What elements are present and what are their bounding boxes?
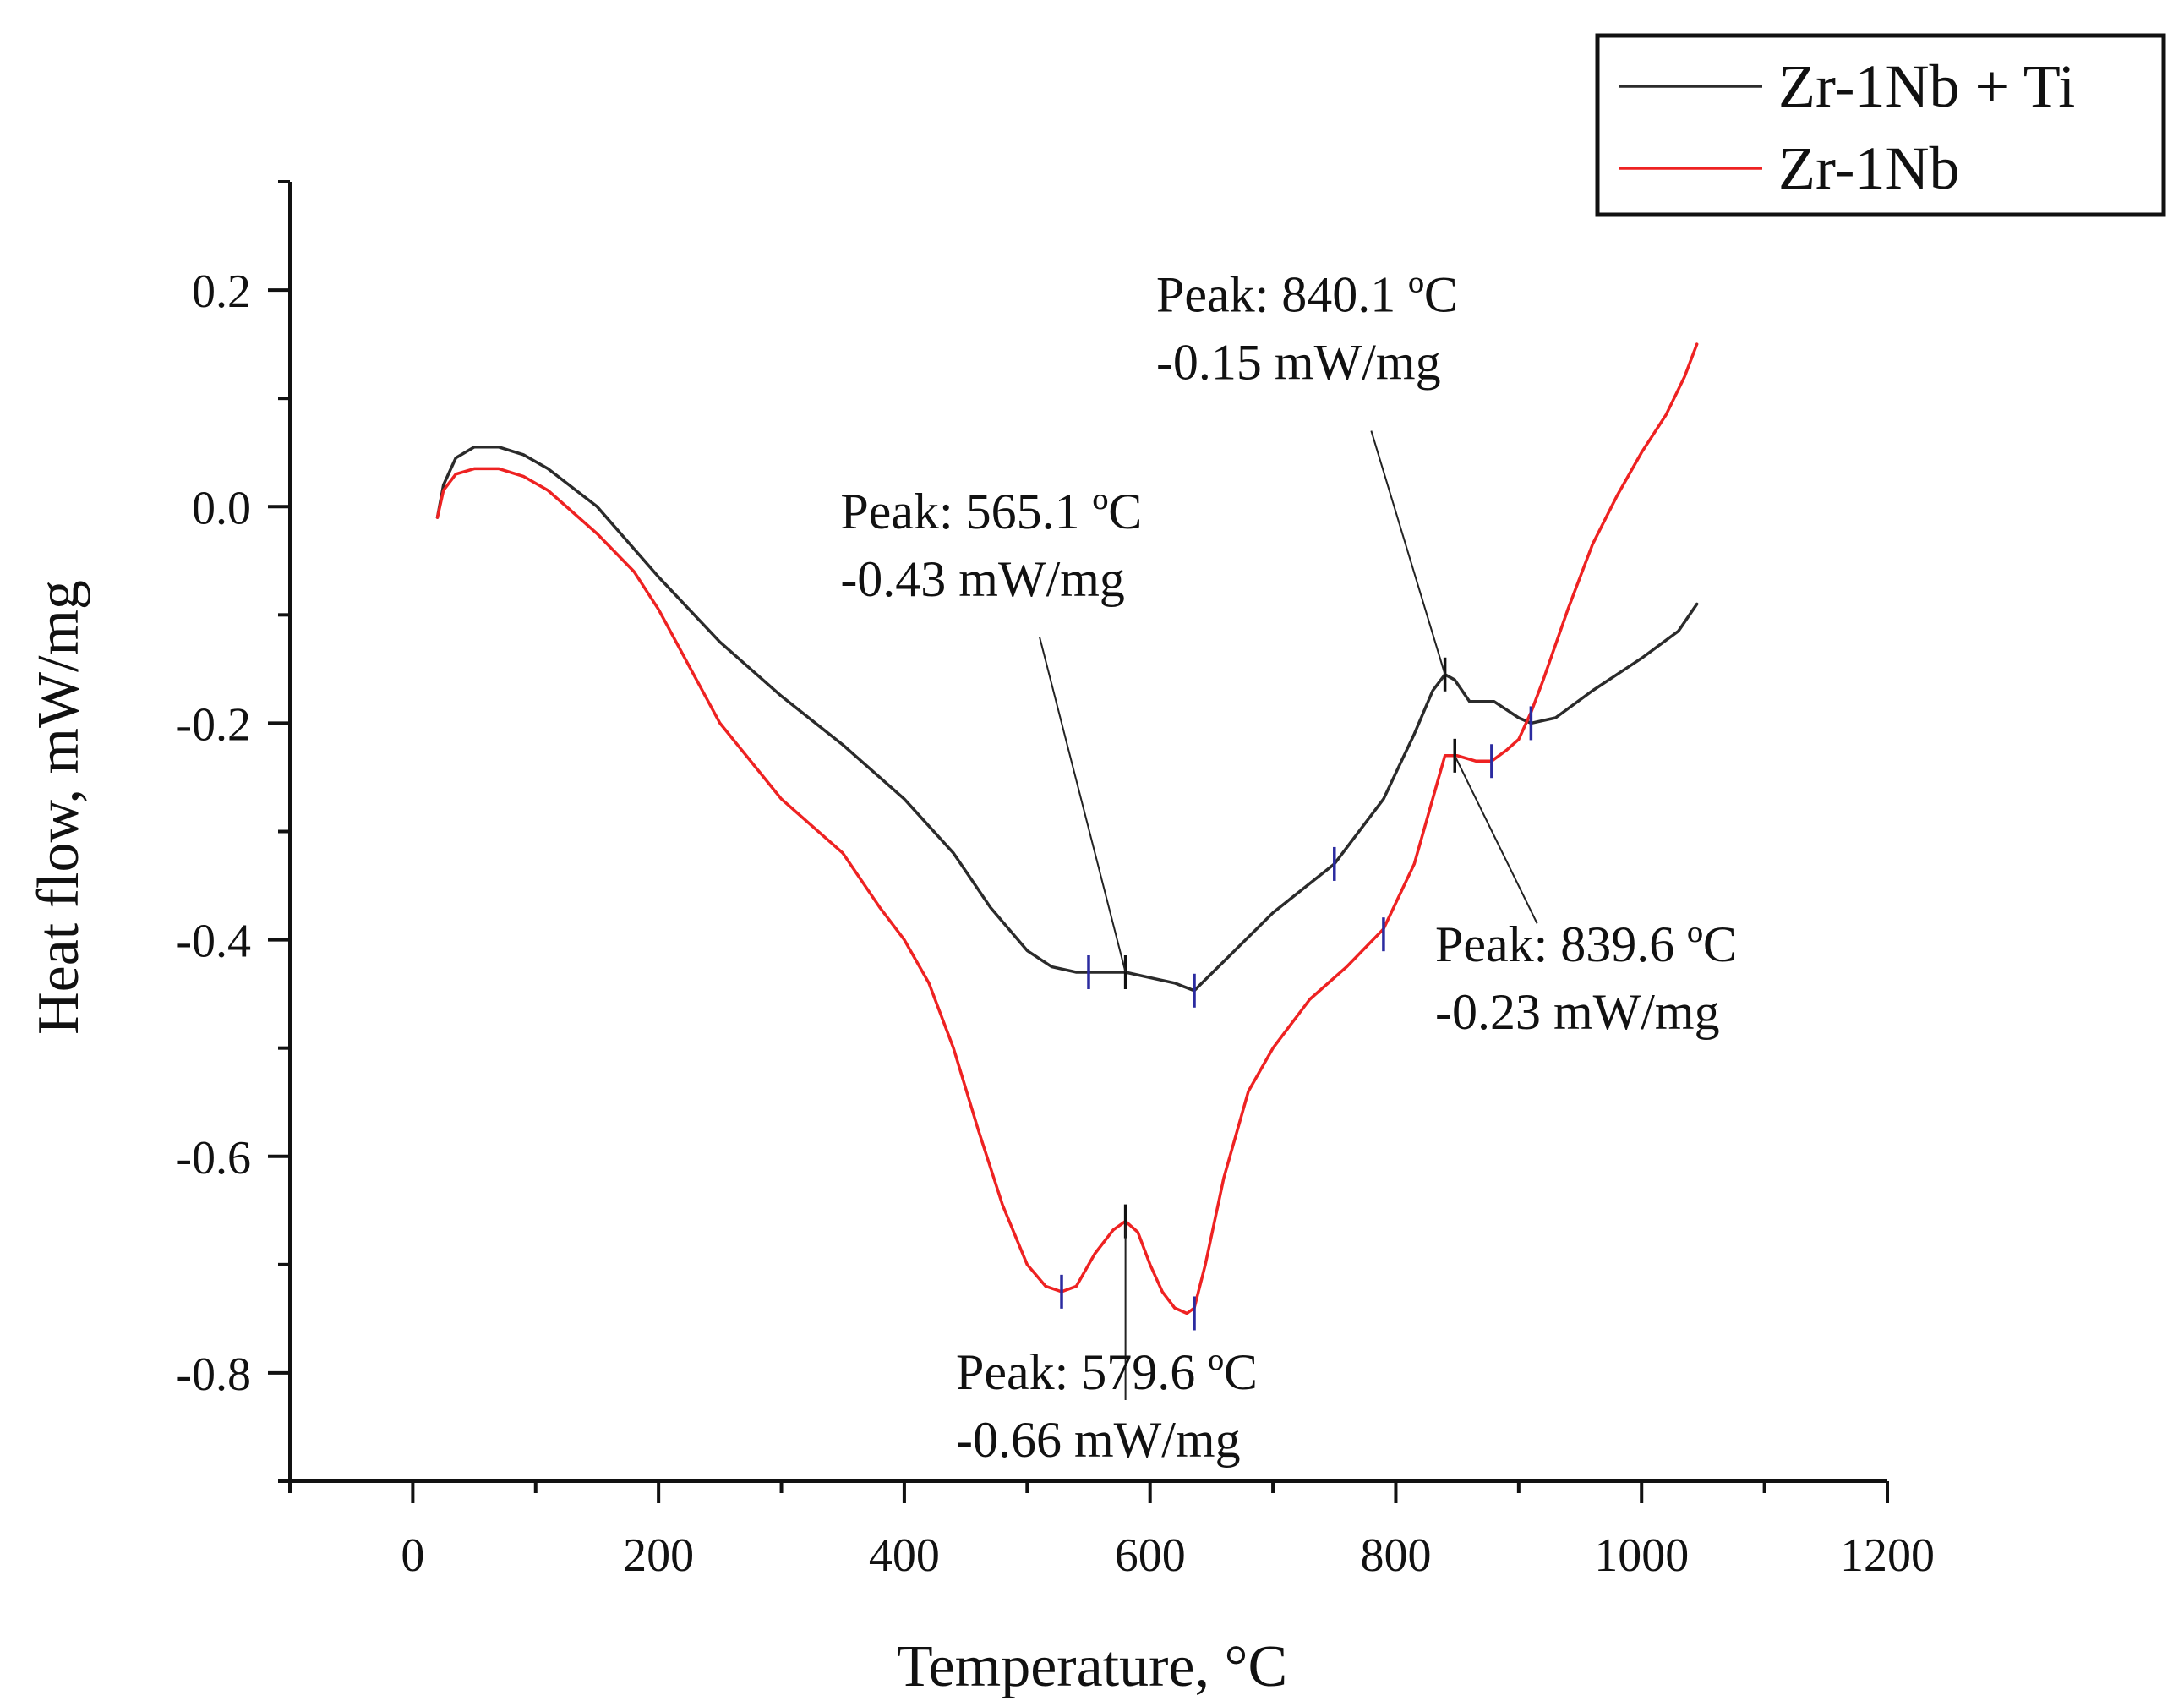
y-axis-title: Heat flow, mW/mg [26,580,91,1035]
annotation-peak-temperature: Peak: 839.6 ºC [1435,916,1737,972]
x-tick-label: 400 [869,1529,940,1582]
annotation-3: Peak: 839.6 ºC -0.23 mW/mg [1435,755,1737,1040]
y-tick-label: -0.8 [176,1348,251,1401]
annotation-leader-line [1370,430,1446,675]
axes: 0 200 400 600 800 1000 1200 0.2 0.0 -0.2 -0.4 -0.6 -… [176,180,1935,1582]
annotation-peak-value: -0.43 mW/mg [840,551,1125,607]
annotation-1: Peak: 565.1 ºC -0.43 mW/mg [840,484,1142,973]
x-axis-title: Temperature, °C [897,1634,1287,1699]
annotation-peak-temperature: Peak: 579.6 ºC [956,1344,1258,1400]
annotation-2: Peak: 840.1 ºC -0.15 mW/mg [1156,267,1458,675]
x-tick-label: 800 [1360,1529,1431,1582]
annotation-leader-line [1454,755,1538,924]
legend: Zr-1Nb + Ti Zr-1Nb [1595,33,2166,217]
annotation-peak-temperature: Peak: 840.1 ºC [1156,267,1458,323]
y-tick-label: -0.2 [176,698,251,751]
legend-box [1595,33,2166,217]
annotation-peak-temperature: Peak: 565.1 ºC [840,484,1142,539]
x-tick-label: 600 [1115,1529,1186,1582]
x-tick-label: 200 [623,1529,694,1582]
annotation-peak-value: -0.15 mW/mg [1156,335,1441,391]
x-tick-label: 0 [401,1529,424,1582]
legend-label: Zr-1Nb + Ti [1778,52,2075,120]
annotation-peak-value: -0.66 mW/mg [956,1412,1241,1468]
x-tick-label: 1000 [1594,1529,1689,1582]
y-tick-label: -0.4 [176,916,251,968]
x-tick-label: 1200 [1840,1529,1935,1582]
series-line-zr-1nb [435,342,1699,1315]
legend-label: Zr-1Nb [1778,134,1960,202]
annotation-peak-value: -0.23 mW/mg [1435,984,1720,1040]
y-tick-label: 0.0 [192,482,251,534]
y-tick-label: -0.6 [176,1132,251,1184]
peak-annotations: Peak: 565.1 ºC -0.43 mW/mg Peak: 840.1 ºC -… [840,267,1737,1468]
y-tick-label: 0.2 [192,265,251,318]
annotation-4: Peak: 579.6 ºC -0.66 mW/mg [956,1221,1258,1468]
annotation-leader-line [1038,636,1127,973]
